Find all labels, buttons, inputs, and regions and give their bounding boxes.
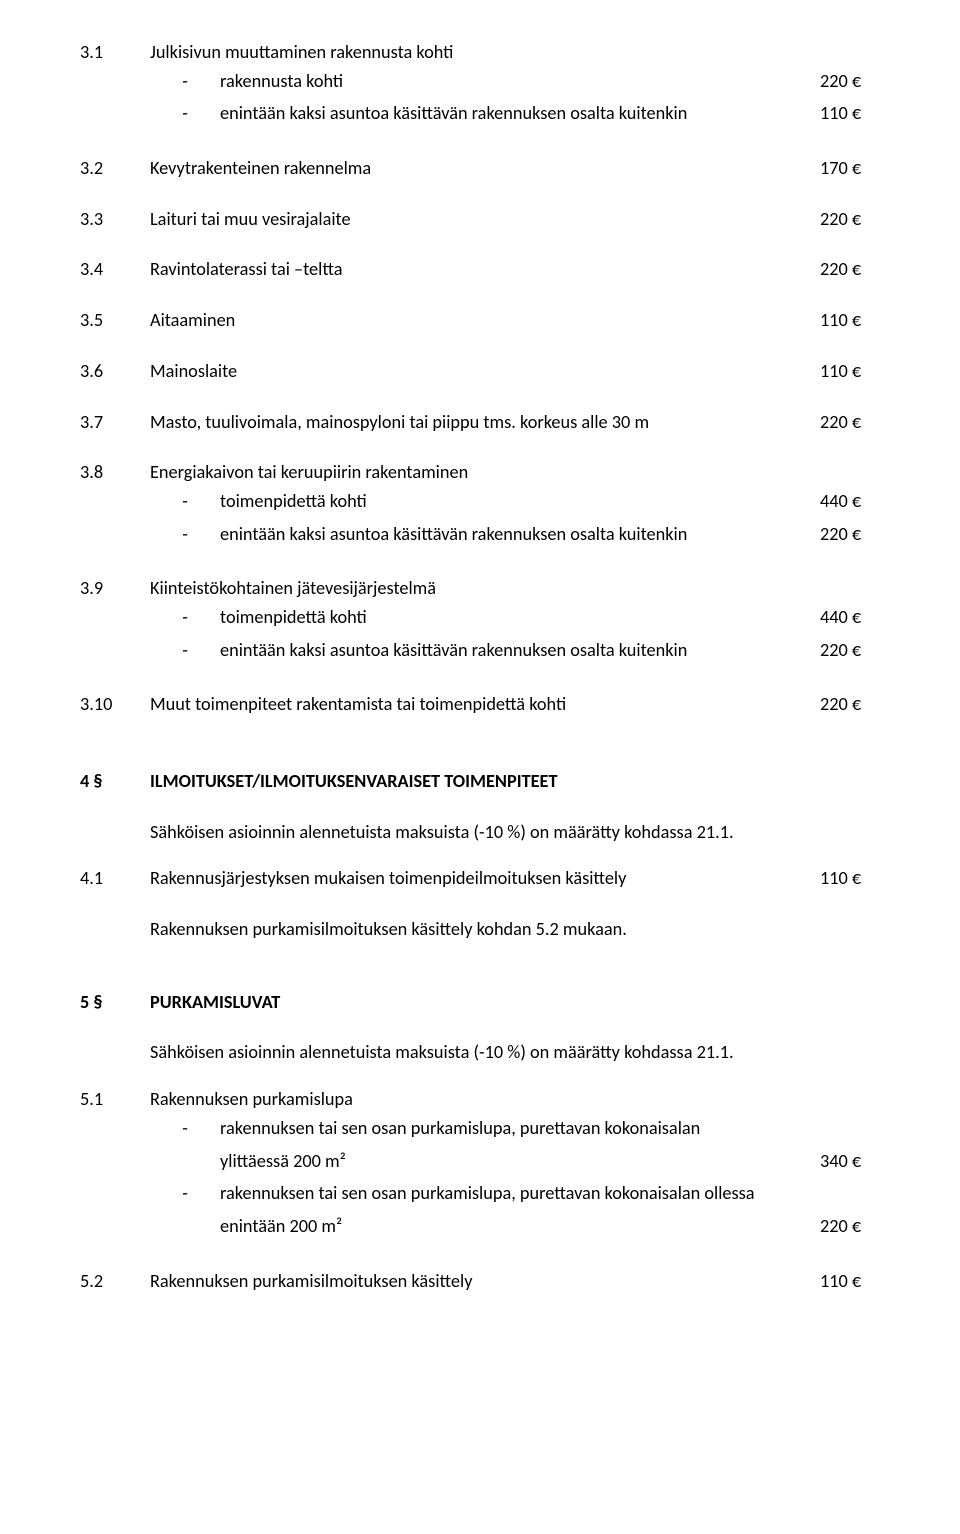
item-number: 3.3 [80,207,150,232]
dash: - [150,489,220,514]
item-3-5: 3.5 Aitaaminen 110 € [80,308,880,333]
section-5-heading: 5 § PURKAMISLUVAT [80,990,880,1015]
item-3-9-header: 3.9 Kiinteistökohtainen jätevesijärjeste… [80,576,880,601]
price: 220 € [820,522,880,547]
sub-text: enintään 200 m² [220,1214,808,1239]
item-title: Rakennuksen purkamislupa [150,1087,820,1112]
dash: - [150,1116,220,1141]
section-number: 5 § [80,990,150,1015]
section-number: 4 § [80,769,150,794]
section-title: ILMOITUKSET/ILMOITUKSENVARAISET TOIMENPI… [150,769,820,794]
item-title: Kiinteistökohtainen jätevesijärjestelmä [150,576,820,601]
dash: - [150,1181,220,1206]
section-4-intro: Sähköisen asioinnin alennetuista maksuis… [150,820,880,845]
item-3-3: 3.3 Laituri tai muu vesirajalaite 220 € [80,207,880,232]
item-3-8-header: 3.8 Energiakaivon tai keruupiirin rakent… [80,460,880,485]
sub-text: rakennusta kohti [220,69,808,94]
price: 340 € [820,1149,880,1174]
item-number: 3.8 [80,460,150,485]
sub-text: enintään kaksi asuntoa käsittävän rakenn… [220,101,808,126]
item-5-1-sub-1-line1: - rakennuksen tai sen osan purkamislupa,… [80,1181,880,1210]
item-title: Energiakaivon tai keruupiirin rakentamin… [150,460,820,485]
dash: - [150,69,220,94]
price: 170 € [820,156,880,181]
sub-text: rakennuksen tai sen osan purkamislupa, p… [220,1181,808,1206]
item-number: 3.6 [80,359,150,384]
price: 110 € [820,866,880,891]
item-number: 3.5 [80,308,150,333]
item-text: Masto, tuulivoimala, mainospyloni tai pi… [150,410,820,435]
item-3-1-sub-1: - enintään kaksi asuntoa käsittävän rake… [80,101,880,130]
sub-text: toimenpidettä kohti [220,489,808,514]
price: 220 € [820,638,880,663]
item-5-2: 5.2 Rakennuksen purkamisilmoituksen käsi… [80,1269,880,1294]
item-number: 3.2 [80,156,150,181]
item-text: Rakennuksen purkamisilmoituksen käsittel… [150,1269,820,1294]
item-number: 3.9 [80,576,150,601]
item-3-1-sub-0: - rakennusta kohti 220 € [80,69,880,98]
price: 110 € [820,101,880,126]
sub-text: enintään kaksi asuntoa käsittävän rakenn… [220,638,808,663]
dash: - [150,638,220,663]
item-text: Muut toimenpiteet rakentamista tai toime… [150,692,820,717]
item-number: 5.1 [80,1087,150,1112]
item-text: Mainoslaite [150,359,820,384]
item-3-2: 3.2 Kevytrakenteinen rakennelma 170 € [80,156,880,181]
item-5-1-header: 5.1 Rakennuksen purkamislupa [80,1087,880,1112]
item-text: Laituri tai muu vesirajalaite [150,207,820,232]
price: 440 € [820,489,880,514]
item-number: 3.7 [80,410,150,435]
document-page: 3.1 Julkisivun muuttaminen rakennusta ko… [0,0,960,1337]
section-4-heading: 4 § ILMOITUKSET/ILMOITUKSENVARAISET TOIM… [80,769,880,794]
item-3-8-sub-0: - toimenpidettä kohti 440 € [80,489,880,518]
item-3-8-sub-1: - enintään kaksi asuntoa käsittävän rake… [80,522,880,551]
price: 220 € [820,207,880,232]
item-5-1-sub-0-line2: ylittäessä 200 m² 340 € [80,1149,880,1178]
sub-text: toimenpidettä kohti [220,605,808,630]
dash: - [150,605,220,630]
price: 110 € [820,308,880,333]
item-3-4: 3.4 Ravintolaterassi tai –teltta 220 € [80,257,880,282]
section-5-intro: Sähköisen asioinnin alennetuista maksuis… [150,1040,880,1065]
sub-text: rakennuksen tai sen osan purkamislupa, p… [220,1116,808,1141]
dash: - [150,522,220,547]
item-text: Rakennusjärjestyksen mukaisen toimenpide… [150,866,820,891]
item-3-7: 3.7 Masto, tuulivoimala, mainospyloni ta… [80,410,880,435]
item-5-1-sub-1-line2: enintään 200 m² 220 € [80,1214,880,1243]
section-title: PURKAMISLUVAT [150,990,820,1015]
item-title: Julkisivun muuttaminen rakennusta kohti [150,40,820,65]
sub-text: enintään kaksi asuntoa käsittävän rakenn… [220,522,808,547]
item-number: 5.2 [80,1269,150,1294]
price: 220 € [820,692,880,717]
dash: - [150,101,220,126]
price: 440 € [820,605,880,630]
item-number: 3.10 [80,692,150,717]
item-text: Ravintolaterassi tai –teltta [150,257,820,282]
price: 220 € [820,1214,880,1239]
item-3-6: 3.6 Mainoslaite 110 € [80,359,880,384]
item-3-10: 3.10 Muut toimenpiteet rakentamista tai … [80,692,880,717]
item-number: 4.1 [80,866,150,891]
item-3-1-header: 3.1 Julkisivun muuttaminen rakennusta ko… [80,40,880,65]
price: 220 € [820,69,880,94]
item-3-9-sub-1: - enintään kaksi asuntoa käsittävän rake… [80,638,880,667]
item-text: Kevytrakenteinen rakennelma [150,156,820,181]
price: 110 € [820,359,880,384]
item-4-1: 4.1 Rakennusjärjestyksen mukaisen toimen… [80,866,880,891]
price: 220 € [820,257,880,282]
section-4-note: Rakennuksen purkamisilmoituksen käsittel… [150,917,880,942]
item-number: 3.1 [80,40,150,65]
item-3-9-sub-0: - toimenpidettä kohti 440 € [80,605,880,634]
price: 110 € [820,1269,880,1294]
sub-text: ylittäessä 200 m² [220,1149,808,1174]
price: 220 € [820,410,880,435]
item-5-1-sub-0-line1: - rakennuksen tai sen osan purkamislupa,… [80,1116,880,1145]
item-number: 3.4 [80,257,150,282]
item-text: Aitaaminen [150,308,820,333]
